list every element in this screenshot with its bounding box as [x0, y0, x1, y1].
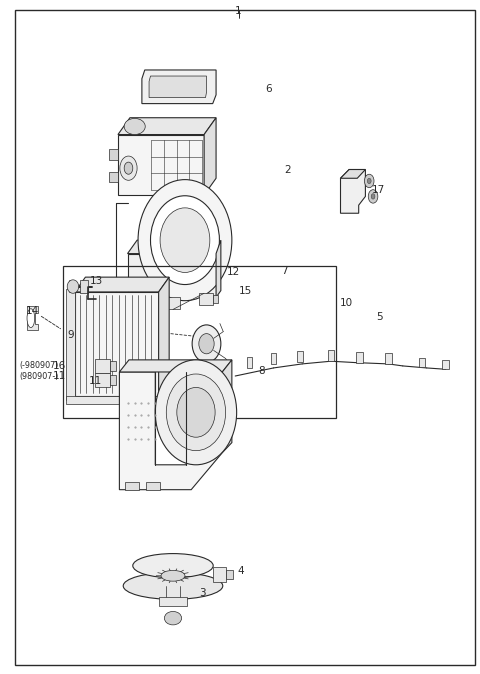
Text: 14: 14 — [25, 307, 39, 316]
Ellipse shape — [138, 179, 232, 301]
Ellipse shape — [199, 334, 214, 354]
Ellipse shape — [133, 553, 213, 578]
Bar — [199, 293, 213, 305]
Bar — [80, 280, 88, 293]
Bar — [118, 135, 204, 195]
Bar — [125, 482, 140, 490]
Bar — [146, 482, 160, 490]
Text: (980907-): (980907-) — [19, 371, 58, 381]
Text: 13: 13 — [90, 276, 104, 286]
Ellipse shape — [368, 189, 378, 203]
Ellipse shape — [160, 208, 210, 272]
Bar — [158, 597, 187, 606]
Text: (-980907): (-980907) — [19, 361, 58, 371]
Polygon shape — [340, 170, 365, 178]
Text: 12: 12 — [227, 268, 240, 278]
Text: 3: 3 — [199, 588, 206, 599]
Bar — [96, 373, 110, 387]
Ellipse shape — [177, 388, 215, 437]
Bar — [213, 567, 226, 582]
Bar — [66, 396, 160, 404]
Text: 9: 9 — [68, 330, 74, 340]
Ellipse shape — [156, 360, 237, 465]
Text: 2: 2 — [284, 165, 291, 175]
Polygon shape — [222, 360, 232, 453]
Ellipse shape — [151, 195, 219, 284]
Bar — [247, 357, 252, 368]
Ellipse shape — [124, 119, 145, 135]
Text: 15: 15 — [239, 286, 252, 297]
Bar — [110, 361, 116, 371]
Ellipse shape — [166, 374, 226, 451]
Ellipse shape — [161, 570, 185, 581]
Ellipse shape — [192, 325, 221, 363]
Bar — [110, 375, 116, 385]
Polygon shape — [204, 118, 216, 195]
Text: 17: 17 — [372, 185, 385, 195]
Bar — [356, 352, 363, 363]
Text: 11: 11 — [52, 371, 66, 381]
Bar — [66, 288, 75, 400]
Polygon shape — [149, 76, 206, 98]
Bar — [271, 353, 276, 364]
Bar — [109, 150, 118, 160]
Ellipse shape — [164, 611, 181, 625]
Polygon shape — [26, 306, 38, 330]
Ellipse shape — [123, 572, 223, 599]
Bar — [443, 360, 449, 369]
Polygon shape — [340, 170, 365, 213]
Polygon shape — [118, 118, 216, 135]
Ellipse shape — [120, 156, 137, 180]
Bar — [226, 570, 233, 579]
Text: 10: 10 — [339, 299, 353, 309]
Ellipse shape — [27, 309, 35, 328]
Bar — [109, 172, 118, 182]
Polygon shape — [120, 372, 222, 490]
Bar — [297, 351, 303, 362]
Bar — [96, 359, 110, 373]
Text: 5: 5 — [376, 312, 383, 321]
Polygon shape — [120, 360, 232, 372]
Polygon shape — [128, 240, 221, 253]
Text: 11: 11 — [89, 375, 103, 386]
Polygon shape — [128, 253, 216, 297]
Bar — [213, 295, 217, 303]
Ellipse shape — [367, 178, 371, 183]
Text: 4: 4 — [237, 566, 244, 576]
Bar — [63, 266, 336, 418]
Bar — [75, 292, 158, 396]
Polygon shape — [216, 240, 221, 297]
Ellipse shape — [124, 162, 133, 174]
Bar — [166, 297, 180, 309]
Text: 8: 8 — [258, 365, 265, 375]
Text: 7: 7 — [281, 266, 288, 276]
Polygon shape — [158, 277, 169, 396]
Polygon shape — [148, 555, 198, 586]
Ellipse shape — [67, 280, 79, 293]
Text: 1: 1 — [235, 6, 242, 16]
Bar — [419, 358, 425, 367]
Text: 16: 16 — [52, 361, 66, 371]
Ellipse shape — [364, 174, 374, 187]
Bar — [385, 353, 392, 364]
Polygon shape — [142, 70, 216, 104]
Polygon shape — [75, 277, 169, 292]
Text: 6: 6 — [265, 84, 272, 94]
Ellipse shape — [371, 193, 375, 199]
Bar — [328, 350, 334, 361]
